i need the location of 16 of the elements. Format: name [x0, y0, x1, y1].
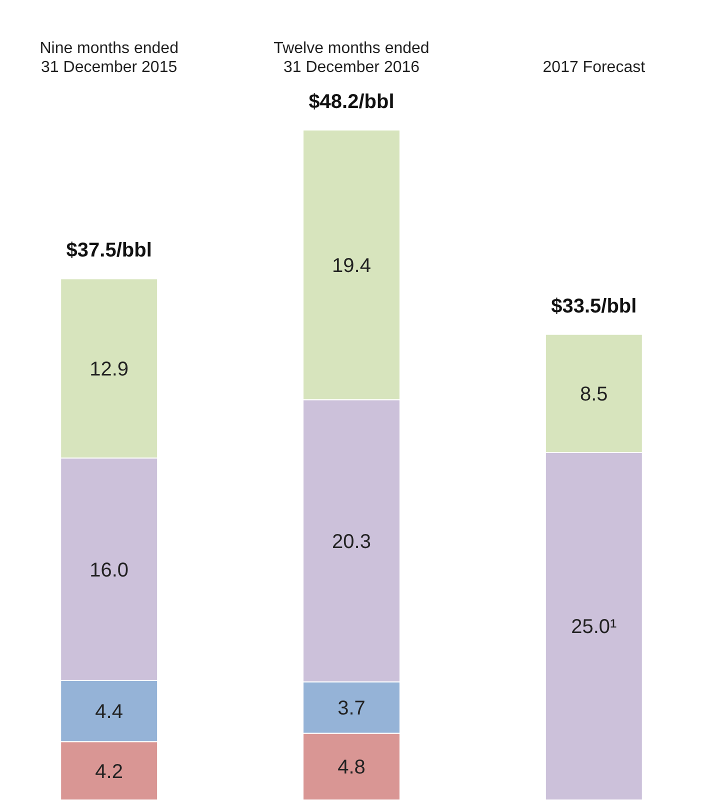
total-label: $33.5/bbl	[551, 295, 637, 318]
data-label: 19.4	[332, 254, 371, 277]
data-label: 20.3	[332, 530, 371, 553]
data-label: 16.0	[90, 559, 129, 582]
x-tick-label: Twelve months ended 31 December 2016	[274, 40, 430, 76]
data-label: 25.0¹	[571, 616, 618, 638]
total-label: $37.5/bbl	[66, 240, 152, 262]
data-label: 3.7	[338, 698, 366, 720]
x-tick-label: Nine months ended 31 December 2015	[40, 40, 178, 76]
data-label: 12.9	[90, 358, 129, 380]
data-label: 4.4	[95, 701, 123, 724]
total-label: $48.2/bbl	[308, 91, 394, 113]
data-label: 4.8	[338, 756, 366, 779]
x-tick-label: 2017 Forecast	[542, 59, 646, 76]
data-label: 4.2	[95, 760, 123, 783]
data-label: 8.5	[580, 383, 608, 406]
